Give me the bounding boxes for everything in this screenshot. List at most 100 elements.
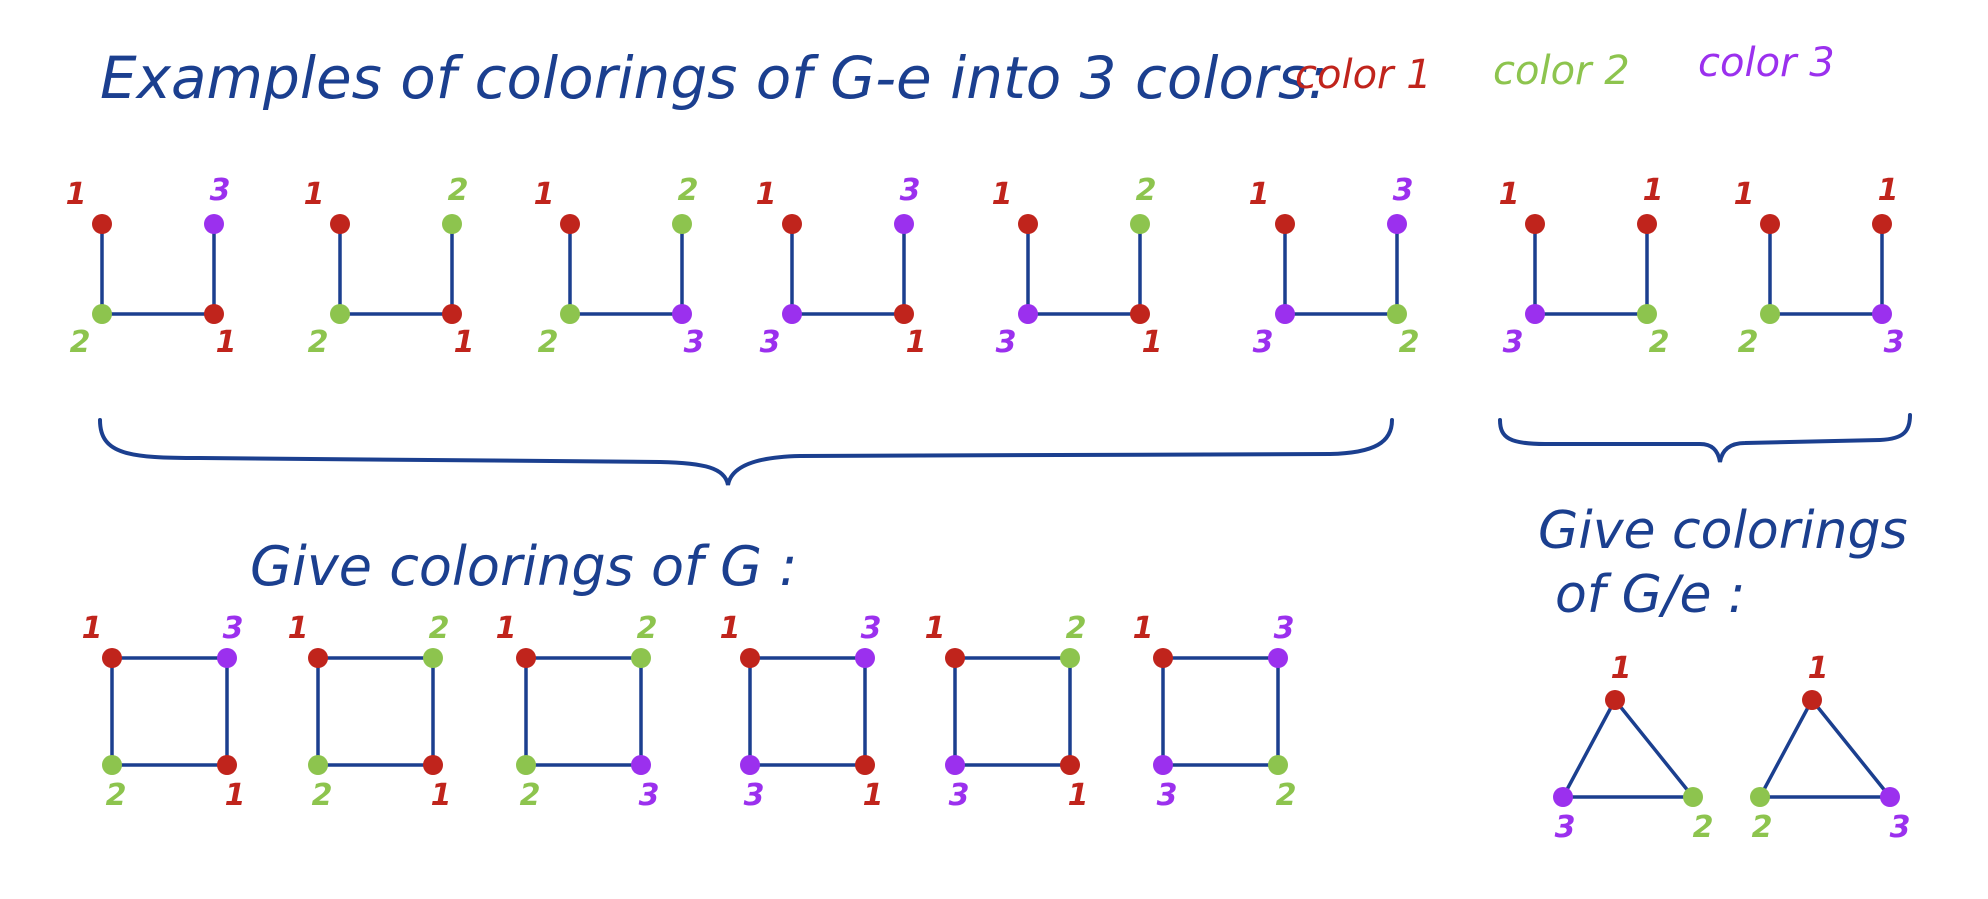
vertex-label: 3: [1555, 810, 1576, 845]
vertex-label: 1: [1068, 778, 1089, 813]
vertex-color-2: [1760, 304, 1780, 324]
vertex-label: 2: [637, 611, 658, 646]
vertex-label: 1: [906, 325, 927, 360]
vertex-color-3: [782, 304, 802, 324]
vertex-color-1: [560, 214, 580, 234]
vertex-label: 1: [1643, 173, 1664, 208]
g-graph-5: 1 2 3 1: [925, 611, 1089, 813]
vertex-color-3: [672, 304, 692, 324]
vertex-color-1: [1130, 304, 1150, 324]
vertex-color-3: [217, 648, 237, 668]
vertex-color-2: [516, 755, 536, 775]
vertex-label: 1: [1611, 651, 1632, 686]
g-colorings: 1 3 2 1 1 2 2 1 1 2 2 3 1 3 3 1 1 2 3 1 1 3 3 2: [82, 611, 1297, 813]
vertex-label: 2: [1136, 173, 1157, 208]
vertex-color-1: [442, 304, 462, 324]
g-graph-1: 1 3 2 1: [82, 611, 246, 813]
legend: color 1 color 2 color 3: [1295, 40, 1835, 98]
vertex-label: 1: [288, 611, 309, 646]
vertex-label: 1: [534, 177, 555, 212]
vertex-color-1: [102, 648, 122, 668]
vertex-color-2: [631, 648, 651, 668]
vertex-color-3: [1553, 787, 1573, 807]
vertex-color-1: [308, 648, 328, 668]
vertex-color-2: [1268, 755, 1288, 775]
legend-color-3: color 3: [1698, 40, 1835, 86]
vertex-label: 2: [1066, 611, 1087, 646]
vertex-label: 3: [1253, 325, 1274, 360]
vertex-color-3: [1018, 304, 1038, 324]
vertex-color-1: [1802, 690, 1822, 710]
vertex-color-2: [672, 214, 692, 234]
graph-edge: [1758, 698, 1814, 799]
g-graph-2: 1 2 2 1: [288, 611, 452, 813]
g-contract-e-colorings: 1 3 2 1 2 3: [1553, 651, 1910, 845]
vertex-label: 3: [949, 778, 970, 813]
vertex-label: 1: [720, 611, 741, 646]
vertex-label: 3: [1890, 810, 1911, 845]
vertex-color-1: [330, 214, 350, 234]
vertex-color-1: [945, 648, 965, 668]
vertex-color-1: [1760, 214, 1780, 234]
vertex-color-2: [560, 304, 580, 324]
vertex-color-1: [1275, 214, 1295, 234]
ge-graph-6: 1 3 3 2: [1249, 173, 1420, 360]
vertex-color-2: [1750, 787, 1770, 807]
vertex-label: 3: [744, 778, 765, 813]
vertex-label: 1: [992, 177, 1013, 212]
legend-color-2: color 2: [1493, 48, 1630, 94]
vertex-label: 1: [431, 778, 452, 813]
vertex-label: 1: [454, 325, 475, 360]
vertex-label: 3: [639, 778, 660, 813]
ge-graph-2: 1 2 2 1: [304, 173, 475, 360]
ge-graph-8: 1 1 2 3: [1734, 173, 1905, 360]
ge-graph-7: 1 1 3 2: [1499, 173, 1670, 360]
vertex-color-1: [423, 755, 443, 775]
vertex-color-2: [442, 214, 462, 234]
vertex-color-3: [1268, 648, 1288, 668]
vertex-label: 1: [863, 778, 884, 813]
vertex-color-2: [102, 755, 122, 775]
vertex-label: 1: [82, 611, 103, 646]
ge-graph-3: 1 2 2 3: [534, 173, 705, 360]
vertex-color-3: [1153, 755, 1173, 775]
vertex-color-3: [740, 755, 760, 775]
vertex-label: 1: [1878, 173, 1899, 208]
vertex-color-1: [204, 304, 224, 324]
vertex-label: 1: [1808, 651, 1829, 686]
vertex-label: 2: [1693, 810, 1714, 845]
vertex-color-3: [1880, 787, 1900, 807]
vertex-label: 3: [1157, 778, 1178, 813]
vertex-color-2: [1130, 214, 1150, 234]
vertex-color-2: [1387, 304, 1407, 324]
vertex-label: 1: [1734, 177, 1755, 212]
vertex-color-3: [1872, 304, 1892, 324]
triangle-graph-1: 1 3 2: [1553, 651, 1713, 845]
vertex-label: 2: [1738, 325, 1759, 360]
vertex-label: 1: [216, 325, 237, 360]
brace-left: [98, 418, 1394, 486]
vertex-label: 1: [925, 611, 946, 646]
vertex-label: 2: [1276, 778, 1297, 813]
vertex-color-1: [1872, 214, 1892, 234]
g-graph-6: 1 3 3 2: [1133, 611, 1297, 813]
vertex-color-1: [217, 755, 237, 775]
vertex-color-1: [1018, 214, 1038, 234]
vertex-label: 2: [312, 778, 333, 813]
vertex-color-1: [1637, 214, 1657, 234]
vertex-color-2: [1683, 787, 1703, 807]
vertex-label: 3: [760, 325, 781, 360]
vertex-label: 2: [678, 173, 699, 208]
vertex-color-1: [740, 648, 760, 668]
vertex-label: 2: [538, 325, 559, 360]
vertex-label: 2: [308, 325, 329, 360]
vertex-color-1: [782, 214, 802, 234]
g-contract-label-line1: Give colorings: [1538, 501, 1908, 561]
vertex-color-3: [1387, 214, 1407, 234]
vertex-label: 2: [106, 778, 127, 813]
vertex-color-2: [92, 304, 112, 324]
vertex-label: 1: [225, 778, 246, 813]
vertex-color-3: [945, 755, 965, 775]
vertex-label: 3: [1393, 173, 1414, 208]
